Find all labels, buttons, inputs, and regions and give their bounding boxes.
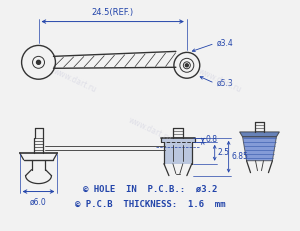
Circle shape — [37, 60, 41, 64]
Text: ø6.0: ø6.0 — [30, 198, 47, 207]
Text: www.dart.ru: www.dart.ru — [196, 66, 243, 94]
Text: www.dart.ru: www.dart.ru — [127, 116, 173, 144]
Polygon shape — [243, 137, 276, 161]
Text: ø3.4: ø3.4 — [217, 39, 233, 48]
Text: 2.5: 2.5 — [218, 148, 230, 157]
FancyBboxPatch shape — [161, 138, 195, 142]
Polygon shape — [240, 132, 279, 137]
Text: www.dart.ru: www.dart.ru — [52, 66, 98, 94]
Circle shape — [185, 64, 188, 67]
Text: 0.8: 0.8 — [206, 135, 218, 144]
Text: 6.85: 6.85 — [232, 152, 248, 161]
Text: © HOLE  IN  P.C.B.:  ø3.2: © HOLE IN P.C.B.: ø3.2 — [83, 185, 217, 194]
Text: © P.C.B  THICKNESS:  1.6  mm: © P.C.B THICKNESS: 1.6 mm — [75, 200, 225, 209]
Text: ø5.3: ø5.3 — [217, 79, 233, 88]
FancyBboxPatch shape — [164, 142, 192, 164]
Text: 24.5(REF.): 24.5(REF.) — [92, 8, 134, 17]
